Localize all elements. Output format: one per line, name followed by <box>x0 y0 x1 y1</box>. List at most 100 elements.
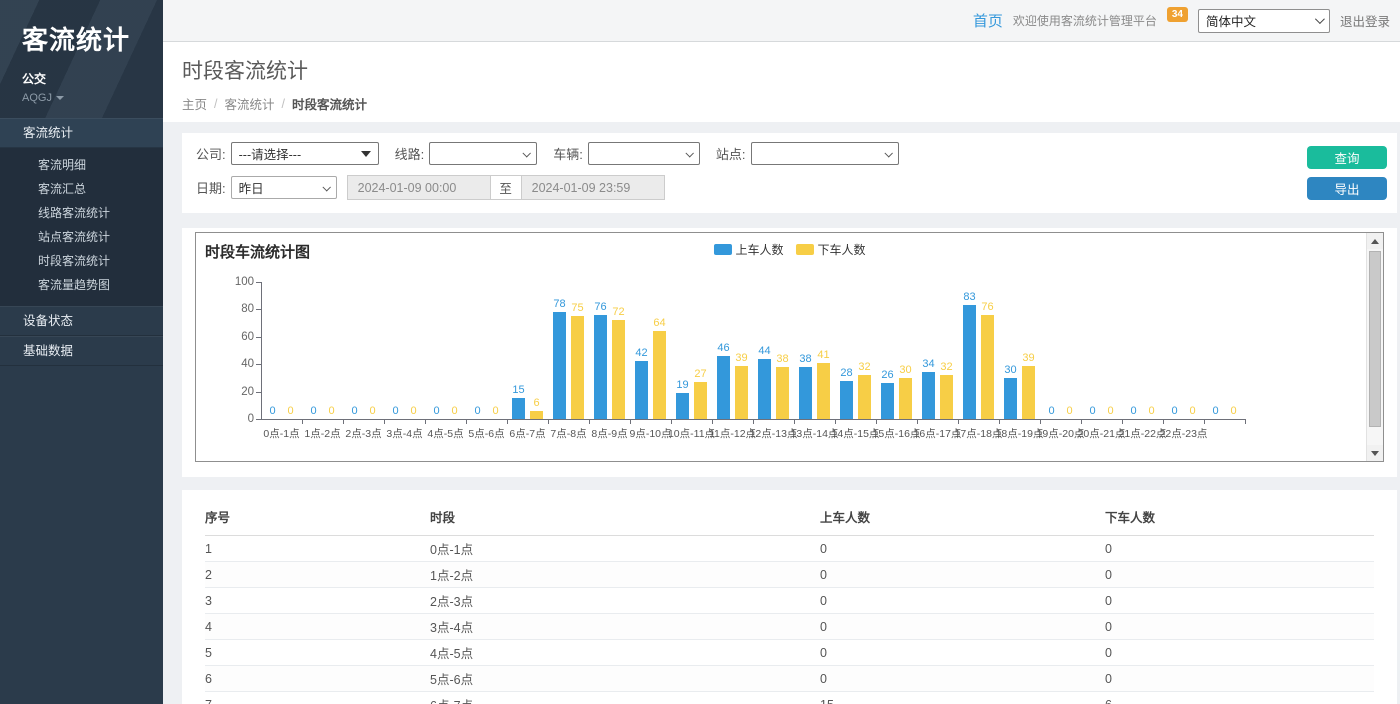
bar-下车人数-14[interactable] <box>858 375 871 419</box>
bar-上车人数-11[interactable] <box>717 356 730 419</box>
bar-下车人数-10[interactable] <box>694 382 707 419</box>
bar-上车人数-7[interactable] <box>553 312 566 419</box>
query-button[interactable]: 查询 <box>1307 146 1387 169</box>
bar-value-label: 0 <box>433 405 439 417</box>
bar-下车人数-11[interactable] <box>735 366 748 419</box>
bar-value-label: 0 <box>369 405 375 417</box>
sidebar-section-0[interactable]: 客流统计 <box>0 118 163 148</box>
bar-下车人数-13[interactable] <box>817 363 830 419</box>
scroll-up-icon[interactable] <box>1367 233 1383 249</box>
chart-scrollbar[interactable] <box>1366 233 1383 461</box>
bar-上车人数-9[interactable] <box>635 361 648 419</box>
y-tick-mark <box>256 392 261 393</box>
bar-value-label: 38 <box>799 353 811 365</box>
date-to-input[interactable]: 2024-01-09 23:59 <box>521 175 665 200</box>
legend-label: 上车人数 <box>735 241 783 258</box>
table-cell: 0 <box>820 562 1105 588</box>
bar-下车人数-8[interactable] <box>612 320 625 419</box>
x-tick-mark <box>1122 420 1123 424</box>
table-cell: 0 <box>1105 640 1374 666</box>
language-select[interactable]: 简体中文 <box>1198 9 1330 33</box>
vehicle-select[interactable] <box>588 142 700 165</box>
company-label: 公司: <box>196 144 226 163</box>
bar-下车人数-9[interactable] <box>653 331 666 419</box>
sidebar-item[interactable]: 站点客流统计 <box>0 225 163 249</box>
x-tick-mark <box>753 420 754 424</box>
sidebar-item[interactable]: 客流明细 <box>0 153 163 177</box>
sidebar-item[interactable]: 时段客流统计 <box>0 249 163 273</box>
bar-上车人数-18[interactable] <box>1004 378 1017 419</box>
bar-上车人数-16[interactable] <box>922 372 935 419</box>
bar-上车人数-17[interactable] <box>963 305 976 419</box>
table-row[interactable]: 65点-6点00 <box>205 666 1374 692</box>
table-cell: 1点-2点 <box>430 562 820 588</box>
legend-item[interactable]: 上车人数 <box>713 241 783 258</box>
sidebar-section-1[interactable]: 设备状态 <box>0 306 163 336</box>
bar-下车人数-6[interactable] <box>530 411 543 419</box>
table-row[interactable]: 21点-2点00 <box>205 562 1374 588</box>
scroll-down-icon[interactable] <box>1367 445 1383 461</box>
bar-value-label: 0 <box>1212 405 1218 417</box>
x-axis-label: 7点-8点 <box>550 426 586 441</box>
bar-下车人数-18[interactable] <box>1022 366 1035 419</box>
bar-上车人数-15[interactable] <box>881 383 894 419</box>
table-panel: 序号时段上车人数下车人数 10点-1点0021点-2点0032点-3点0043点… <box>182 490 1397 704</box>
table-cell: 3 <box>205 588 430 614</box>
breadcrumb-item[interactable]: 主页 <box>182 94 207 113</box>
bar-上车人数-8[interactable] <box>594 315 607 419</box>
legend-item[interactable]: 下车人数 <box>796 241 866 258</box>
sidebar-menu: 客流统计客流明细客流汇总线路客流统计站点客流统计时段客流统计客流量趋势图设备状态… <box>0 118 163 366</box>
table-row[interactable]: 32点-3点00 <box>205 588 1374 614</box>
sidebar-item[interactable]: 客流量趋势图 <box>0 273 163 297</box>
company-select[interactable]: ---请选择--- <box>231 142 379 165</box>
station-select[interactable] <box>751 142 899 165</box>
brand-subtitle: 公交 <box>22 70 151 87</box>
bar-value-label: 19 <box>676 379 688 391</box>
bar-下车人数-12[interactable] <box>776 367 789 419</box>
scrollbar-thumb[interactable] <box>1369 251 1381 427</box>
sidebar-section-2[interactable]: 基础数据 <box>0 336 163 366</box>
date-filter: 日期: 昨日 <box>196 176 337 199</box>
table-row[interactable]: 10点-1点00 <box>205 536 1374 562</box>
x-tick-mark <box>548 420 549 424</box>
table-row[interactable]: 76点-7点156 <box>205 692 1374 704</box>
bar-上车人数-13[interactable] <box>799 367 812 419</box>
bar-value-label: 0 <box>492 405 498 417</box>
date-from-input[interactable]: 2024-01-09 00:00 <box>347 175 491 200</box>
breadcrumb-item[interactable]: 客流统计 <box>225 94 275 113</box>
bar-上车人数-14[interactable] <box>840 381 853 419</box>
date-range: 2024-01-09 00:00 至 2024-01-09 23:59 <box>347 175 665 200</box>
sidebar-item[interactable]: 线路客流统计 <box>0 201 163 225</box>
bar-value-label: 39 <box>735 352 747 364</box>
x-tick-mark <box>1040 420 1041 424</box>
table-row[interactable]: 54点-5点00 <box>205 640 1374 666</box>
logout-link[interactable]: 退出登录 <box>1340 11 1390 30</box>
table-cell: 0 <box>820 536 1105 562</box>
bar-上车人数-6[interactable] <box>512 398 525 419</box>
home-link[interactable]: 首页 <box>973 10 1003 31</box>
bar-value-label: 0 <box>269 405 275 417</box>
bar-value-label: 64 <box>653 317 665 329</box>
x-axis-label: 1点-2点 <box>304 426 340 441</box>
sidebar-item[interactable]: 客流汇总 <box>0 177 163 201</box>
bar-value-label: 0 <box>451 405 457 417</box>
date-preset-select[interactable]: 昨日 <box>231 176 337 199</box>
bar-上车人数-10[interactable] <box>676 393 689 419</box>
page-header: 时段客流统计 主页/客流统计/时段客流统计 <box>163 42 1400 122</box>
line-select[interactable] <box>429 142 537 165</box>
export-button[interactable]: 导出 <box>1307 177 1387 200</box>
bar-下车人数-7[interactable] <box>571 316 584 419</box>
dropdown-arrow-icon <box>361 151 371 157</box>
bar-value-label: 41 <box>817 349 829 361</box>
bar-下车人数-16[interactable] <box>940 375 953 419</box>
chart-plot-area: 0204060801000000001578764219464438282634… <box>196 233 1366 461</box>
x-axis-label: 22点-23点 <box>1160 426 1208 441</box>
notification-badge[interactable]: 34 <box>1167 7 1188 22</box>
bar-上车人数-12[interactable] <box>758 359 771 419</box>
bar-下车人数-17[interactable] <box>981 315 994 419</box>
table-cell: 6 <box>1105 692 1374 704</box>
bar-下车人数-15[interactable] <box>899 378 912 419</box>
vehicle-filter: 车辆: <box>553 142 700 165</box>
org-selector[interactable]: AQGJ <box>22 92 151 104</box>
table-row[interactable]: 43点-4点00 <box>205 614 1374 640</box>
